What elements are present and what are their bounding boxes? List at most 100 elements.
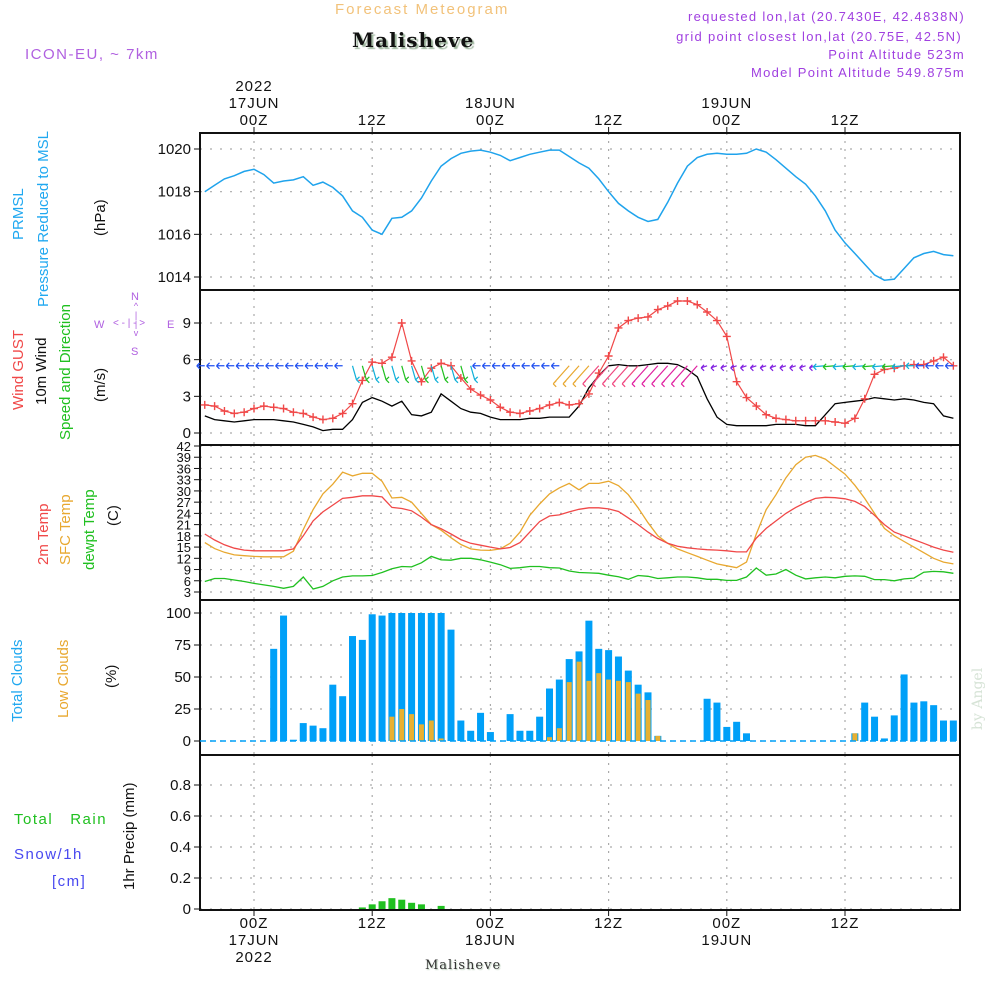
time-label: 12Z: [569, 112, 649, 129]
total-clouds-bar: [890, 715, 898, 741]
y-tick-label: 0.4: [170, 839, 191, 856]
time-label-line: 12Z: [594, 112, 624, 129]
total-clouds-bar: [920, 701, 928, 741]
low-clouds-bar: [438, 738, 444, 741]
gust-marker: [870, 370, 879, 379]
gust-marker: [811, 416, 820, 425]
low-clouds-bar: [576, 661, 582, 741]
precip-panel: 0 0.2 0.4 0.6 0.8: [170, 754, 961, 918]
wind-direction-arrow: [799, 364, 806, 372]
wind-direction-arrow: [324, 362, 333, 370]
gust-marker: [348, 399, 357, 408]
total-clouds-bar: [861, 702, 869, 741]
total-clouds-bar: [349, 636, 356, 741]
gust-marker: [555, 398, 564, 407]
gust-marker: [240, 408, 249, 417]
wind-direction-arrow: [582, 365, 600, 388]
time-label-line: 17JUN: [228, 95, 280, 112]
time-label-line: 12Z: [830, 915, 860, 932]
gust-marker: [841, 419, 849, 428]
y-tick-label: 3: [184, 585, 191, 600]
y-tick-label: 15: [177, 540, 191, 555]
wind-direction-arrow: [511, 362, 520, 370]
grid-point-coords: grid point closest lon,lat (20.75E, 42.5…: [676, 29, 962, 44]
total-clouds-bar: [585, 620, 593, 741]
gust-marker: [289, 408, 298, 417]
total-clouds-bar: [378, 615, 386, 741]
gust-marker: [722, 332, 731, 341]
total-clouds-bar: [299, 723, 307, 741]
precip-snow-unit: [cm]: [52, 873, 87, 890]
low-clouds-bar: [399, 709, 405, 741]
time-label-line: 18JUN: [464, 95, 516, 112]
wind-direction-arrow: [710, 364, 718, 372]
wind-direction-arrow: [334, 362, 343, 370]
total-clouds-bar: [486, 732, 494, 741]
wind-direction-arrow: [769, 364, 777, 372]
wind-direction-arrow: [592, 365, 610, 388]
time-label: 18JUN 00Z: [450, 95, 530, 129]
wind-direction-arrow: [255, 362, 264, 370]
gust-marker: [200, 400, 209, 409]
total-clouds-bar: [930, 705, 938, 741]
wind-direction-arrow: [472, 362, 481, 370]
gust-marker: [250, 404, 258, 413]
total-clouds-bar: [329, 684, 337, 741]
total-clouds-bar: [723, 726, 731, 741]
y-tick-label: 27: [177, 495, 191, 510]
wind-direction-arrow: [314, 362, 323, 370]
model-point-altitude: Model Point Altitude 549.875m: [750, 65, 965, 80]
low-clouds-bar: [596, 673, 602, 741]
gust-marker: [259, 402, 268, 411]
total-clouds-bar: [437, 613, 445, 741]
y-tick-label: 42: [177, 439, 191, 454]
gust-marker: [279, 404, 288, 413]
wind-direction-arrow: [572, 365, 590, 388]
gust-marker: [338, 409, 347, 418]
gust-marker: [220, 407, 229, 415]
time-label-line: 12Z: [594, 915, 624, 932]
total-clouds-bar: [546, 688, 553, 741]
total-clouds-bar: [871, 716, 879, 741]
y-tick-label: 50: [174, 669, 191, 686]
y-tick-label: 21: [177, 518, 191, 533]
total-clouds-bar: [417, 613, 425, 741]
total-clouds-bar: [358, 639, 366, 741]
wind-direction-arrow: [915, 362, 924, 370]
wind-direction-arrow: [381, 365, 390, 384]
y-tick-label: 0.6: [170, 808, 191, 825]
time-label: 12Z: [805, 112, 885, 129]
requested-coords: requested lon,lat (20.7430E, 42.4838N): [687, 9, 965, 24]
total-clouds-bar: [477, 712, 485, 741]
total-clouds-bar: [339, 696, 347, 741]
time-label-line: 00Z: [239, 915, 269, 932]
y-tick-label: 0: [183, 733, 191, 750]
gust-marker: [387, 353, 396, 362]
compass-n: N: [131, 291, 139, 303]
y-tick-label: 0: [183, 901, 191, 918]
low-clouds-bar: [547, 737, 552, 741]
time-label-line: 2022: [235, 949, 273, 966]
gust-marker: [703, 308, 712, 316]
gust-marker: [476, 391, 485, 400]
gust-marker: [515, 409, 524, 418]
y-tick-label: 30: [177, 484, 191, 499]
total-clouds-bar: [319, 728, 327, 741]
rain-bar: [437, 905, 445, 909]
footer-location: Malisheve: [425, 958, 502, 973]
gust-marker: [939, 353, 948, 362]
precip-rain-text: Rain: [70, 811, 108, 828]
wind-direction-arrow: [789, 364, 796, 372]
total-clouds-bar: [457, 720, 465, 741]
precip-total-text: Total: [14, 811, 54, 828]
gust-marker: [801, 416, 810, 425]
gust-marker: [328, 414, 337, 423]
low-clouds-bar: [428, 720, 434, 741]
wind-direction-arrow: [521, 362, 530, 370]
total-clouds-bar: [940, 720, 947, 741]
gust-marker: [712, 316, 721, 325]
rain-bar: [368, 904, 376, 909]
rain-bar: [408, 902, 416, 909]
